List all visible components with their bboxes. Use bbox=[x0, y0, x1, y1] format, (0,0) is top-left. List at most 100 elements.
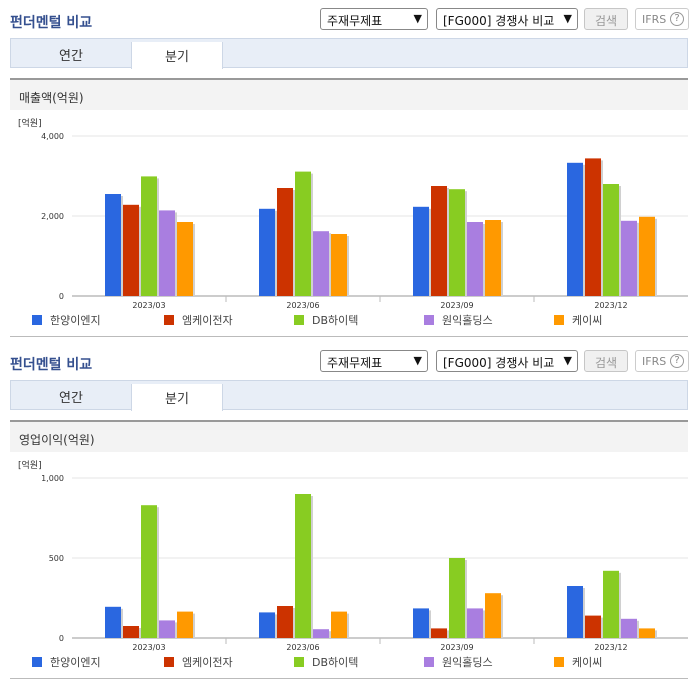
bar bbox=[621, 220, 637, 296]
chevron-down-icon: ▼ bbox=[563, 354, 572, 367]
comparison-select[interactable]: [FG000] 경쟁사 비교 ▼ bbox=[436, 350, 578, 372]
legend-swatch bbox=[164, 657, 174, 667]
bar bbox=[105, 606, 121, 638]
bar bbox=[603, 184, 619, 296]
x-tick-label: 2023/12 bbox=[594, 643, 627, 652]
help-icon[interactable]: ? bbox=[670, 12, 684, 26]
legend-label: DB하이텍 bbox=[312, 655, 358, 669]
bar bbox=[295, 171, 311, 296]
bar bbox=[259, 208, 275, 296]
comparison-select[interactable]: [FG000] 경쟁사 비교 ▼ bbox=[436, 8, 578, 30]
panel-header: 펀더멘털 비교 주재무제표 ▼ [FG000] 경쟁사 비교 ▼ 검색 IFRS? bbox=[0, 0, 696, 38]
bar bbox=[431, 628, 447, 638]
bar bbox=[567, 586, 583, 638]
ifrs-button[interactable]: IFRS? bbox=[635, 350, 689, 372]
panel-title: 펀더멘털 비교 bbox=[10, 357, 93, 373]
statement-select-value: 주재무제표 bbox=[327, 356, 383, 370]
statement-select[interactable]: 주재무제표 ▼ bbox=[320, 350, 428, 372]
y-tick-label: 500 bbox=[49, 554, 64, 563]
legend-swatch bbox=[554, 315, 564, 325]
search-button[interactable]: 검색 bbox=[584, 8, 628, 30]
bar bbox=[413, 206, 429, 296]
legend-swatch bbox=[294, 657, 304, 667]
divider bbox=[10, 678, 688, 679]
period-tabs: 연간 분기 bbox=[10, 38, 688, 69]
bar bbox=[585, 158, 601, 296]
legend-swatch bbox=[32, 657, 42, 667]
legend-swatch bbox=[164, 315, 174, 325]
x-tick-label: 2023/09 bbox=[440, 301, 473, 310]
search-button[interactable]: 검색 bbox=[584, 350, 628, 372]
bar bbox=[259, 612, 275, 638]
bar bbox=[331, 234, 347, 296]
legend-swatch bbox=[554, 657, 564, 667]
bar bbox=[159, 620, 175, 638]
ifrs-label: IFRS bbox=[642, 355, 667, 368]
legend-label: 한양이엔지 bbox=[50, 656, 101, 669]
period-tabs: 연간 분기 bbox=[10, 380, 688, 411]
bar bbox=[603, 570, 619, 638]
y-tick-label: 0 bbox=[59, 634, 64, 643]
bar bbox=[159, 210, 175, 296]
legend-label: 케이씨 bbox=[572, 314, 602, 327]
legend-swatch bbox=[294, 315, 304, 325]
bar bbox=[585, 615, 601, 638]
bar bbox=[639, 628, 655, 638]
bar bbox=[177, 222, 193, 296]
y-tick-label: 2,000 bbox=[41, 212, 64, 221]
legend-swatch bbox=[424, 657, 434, 667]
help-icon[interactable]: ? bbox=[670, 354, 684, 368]
bar bbox=[331, 611, 347, 638]
panel-header: 펀더멘털 비교 주재무제표 ▼ [FG000] 경쟁사 비교 ▼ 검색 IFRS? bbox=[0, 342, 696, 380]
tab-annual[interactable]: 연간 bbox=[59, 391, 83, 406]
bar bbox=[123, 204, 139, 296]
comparison-select-value: [FG000] 경쟁사 비교 bbox=[443, 356, 555, 370]
y-tick-label: 4,000 bbox=[41, 132, 64, 141]
legend-label: 엠케이전자 bbox=[182, 656, 233, 669]
bar bbox=[467, 608, 483, 638]
bar bbox=[449, 558, 465, 638]
revenue-bar-chart: [억원] 0 2,000 4,000 2023/03 2023/06 2023/09 2023… bbox=[18, 117, 688, 327]
panel-title: 펀더멘털 비교 bbox=[10, 15, 93, 31]
bar bbox=[313, 231, 329, 296]
bar bbox=[141, 505, 157, 638]
x-tick-label: 2023/03 bbox=[132, 643, 165, 652]
bar bbox=[141, 176, 157, 296]
legend-label: 원익홀딩스 bbox=[442, 314, 493, 327]
tab-quarterly[interactable]: 분기 bbox=[131, 384, 223, 411]
bar bbox=[277, 606, 293, 638]
ifrs-label: IFRS bbox=[642, 13, 667, 26]
x-tick-label: 2023/12 bbox=[594, 301, 627, 310]
bar bbox=[177, 611, 193, 638]
y-tick-label: 0 bbox=[59, 292, 64, 301]
legend-label: 한양이엔지 bbox=[50, 314, 101, 327]
bar bbox=[449, 189, 465, 296]
x-tick-label: 2023/09 bbox=[440, 643, 473, 652]
operating-profit-bar-chart: [억원] 0 500 1,000 2023/03 2023/06 2023/09 2023/1… bbox=[18, 459, 688, 669]
ifrs-button[interactable]: IFRS? bbox=[635, 8, 689, 30]
bar bbox=[485, 220, 501, 296]
comparison-select-value: [FG000] 경쟁사 비교 bbox=[443, 14, 555, 28]
section-title: 매출액(억원) bbox=[10, 78, 688, 110]
bar bbox=[431, 186, 447, 296]
bar bbox=[105, 194, 121, 296]
chevron-down-icon: ▼ bbox=[413, 354, 422, 367]
bar bbox=[639, 216, 655, 296]
bar bbox=[621, 618, 637, 638]
tab-quarterly[interactable]: 분기 bbox=[131, 42, 223, 69]
bar bbox=[567, 162, 583, 296]
bar bbox=[277, 188, 293, 296]
x-tick-label: 2023/06 bbox=[286, 643, 319, 652]
bar bbox=[123, 626, 139, 638]
bar bbox=[313, 629, 329, 638]
chevron-down-icon: ▼ bbox=[413, 12, 422, 25]
legend-label: 원익홀딩스 bbox=[442, 656, 493, 669]
legend-label: 케이씨 bbox=[572, 656, 602, 669]
legend-swatch bbox=[424, 315, 434, 325]
statement-select-value: 주재무제표 bbox=[327, 14, 383, 28]
section-title: 영업이익(억원) bbox=[10, 420, 688, 452]
tab-annual[interactable]: 연간 bbox=[59, 49, 83, 64]
divider bbox=[10, 336, 688, 337]
statement-select[interactable]: 주재무제표 ▼ bbox=[320, 8, 428, 30]
bar bbox=[485, 593, 501, 638]
